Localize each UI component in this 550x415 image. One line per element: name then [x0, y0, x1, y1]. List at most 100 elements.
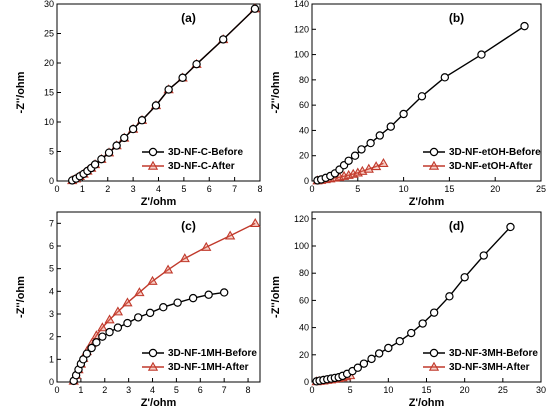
data-point: [201, 241, 212, 251]
data-point: [92, 338, 101, 347]
data-point: [188, 293, 198, 303]
data-point: [145, 308, 155, 318]
series-before: [69, 288, 229, 386]
x-tick-label: 10: [399, 184, 409, 194]
data-point: [134, 287, 145, 297]
x-tick-label: 20: [460, 385, 470, 395]
x-tick-label: 6: [198, 385, 203, 395]
data-point: [82, 349, 92, 358]
legend: 3D-NF-3MH-Before 3D-NF-3MH-After: [423, 348, 538, 373]
x-axis-label: Z'/ohm: [141, 397, 177, 409]
data-point: [164, 85, 173, 94]
data-point: [178, 73, 187, 82]
data-point: [250, 218, 261, 228]
x-tick-label: 4: [150, 385, 155, 395]
data-point: [363, 163, 374, 173]
x-tick-label: 6: [207, 184, 212, 194]
data-point: [384, 343, 393, 353]
data-point: [375, 131, 384, 140]
data-point: [123, 318, 132, 328]
data-point: [367, 354, 376, 364]
data-point: [366, 138, 375, 148]
x-tick-label: 1: [78, 385, 83, 395]
data-point: [219, 288, 229, 297]
data-point: [357, 145, 366, 154]
x-tick-label: 0: [309, 184, 314, 194]
y-tick-label: 3: [49, 309, 54, 319]
data-point: [113, 323, 123, 332]
y-tick-label: 6: [49, 241, 54, 251]
legend-label: 3D-NF-1MH-Before: [168, 348, 257, 359]
data-point: [98, 332, 107, 341]
data-point: [97, 154, 106, 164]
legend-label: 3D-NF-etOH-Before: [449, 147, 541, 158]
x-tick-label: 3: [126, 385, 131, 395]
data-point: [90, 160, 100, 169]
y-axis-label: -Z''/ohm: [270, 276, 282, 318]
x-tick-label: 25: [498, 385, 508, 395]
chart-panel-4: 0 5 10 15 20 25 30 0 20 40 60 80 100 120 Z'/ohm -Z''/oh…: [270, 211, 546, 409]
data-point: [506, 222, 515, 232]
y-axis-label: -Z''/ohm: [270, 71, 282, 113]
data-point: [112, 306, 124, 316]
data-point: [104, 148, 114, 157]
legend-marker: [148, 147, 158, 157]
chart-panel-2: 0 5 10 15 20 25 0 20 40 60 80 100 120 140 Z'/ohm -Z''/o…: [270, 0, 546, 208]
legend-label: 3D-NF-3MH-After: [449, 362, 530, 373]
y-tick-label: 2: [49, 332, 54, 342]
y-tick-label: 120: [294, 24, 309, 34]
y-tick-label: 100: [294, 241, 309, 251]
data-point: [440, 73, 450, 82]
x-tick-label: 8: [257, 184, 262, 194]
panel-label: (b): [449, 11, 464, 25]
x-tick-label: 10: [383, 385, 393, 395]
data-point: [429, 308, 439, 317]
y-tick-label: 0: [304, 377, 309, 387]
data-point: [479, 251, 488, 260]
y-tick-label: 100: [294, 50, 309, 60]
series-after: [68, 218, 261, 385]
y-tick-label: 80: [299, 75, 309, 85]
data-point: [133, 313, 143, 322]
y-tick-label: 30: [44, 0, 54, 9]
data-point: [204, 290, 213, 299]
x-axis-label: Z'/ohm: [409, 397, 445, 409]
legend-marker: [147, 361, 159, 371]
data-point: [112, 141, 121, 150]
y-tick-label: 10: [44, 117, 54, 127]
series-before: [68, 4, 260, 185]
data-point: [224, 230, 236, 240]
y-tick-label: 20: [44, 58, 54, 68]
chart-panel-3: 0 1 2 3 4 5 6 7 8 0 1 2 3 4 5 6 7 Z'/ohm -Z''/ohm (c) 3D-NF-…: [15, 211, 261, 409]
data-point: [159, 303, 168, 312]
data-point: [87, 343, 96, 353]
y-tick-label: 20: [299, 151, 309, 161]
data-point: [151, 101, 161, 110]
y-tick-label: 0: [304, 176, 309, 186]
x-tick-label: 0: [309, 385, 314, 395]
x-tick-label: 2: [105, 184, 110, 194]
panel-label: (d): [449, 219, 464, 233]
data-point: [395, 337, 404, 346]
data-point: [122, 297, 133, 307]
data-point: [179, 253, 190, 263]
data-point: [173, 298, 182, 307]
x-tick-label: 15: [444, 184, 454, 194]
panel-label: (a): [181, 11, 196, 25]
y-tick-label: 0: [49, 377, 54, 387]
data-point: [219, 35, 228, 44]
x-tick-label: 7: [232, 184, 237, 194]
series-before: [313, 21, 529, 185]
legend-label: 3D-NF-C-After: [168, 161, 235, 172]
data-point: [359, 359, 369, 368]
x-tick-label: 5: [181, 184, 186, 194]
legend-label: 3D-NF-1MH-After: [168, 362, 249, 373]
y-tick-label: 1: [49, 354, 54, 364]
y-tick-label: 4: [49, 286, 54, 296]
x-tick-label: 5: [348, 385, 353, 395]
legend-marker: [428, 361, 440, 371]
data-point: [353, 363, 362, 372]
legend-marker: [148, 348, 158, 358]
data-point: [477, 50, 486, 59]
